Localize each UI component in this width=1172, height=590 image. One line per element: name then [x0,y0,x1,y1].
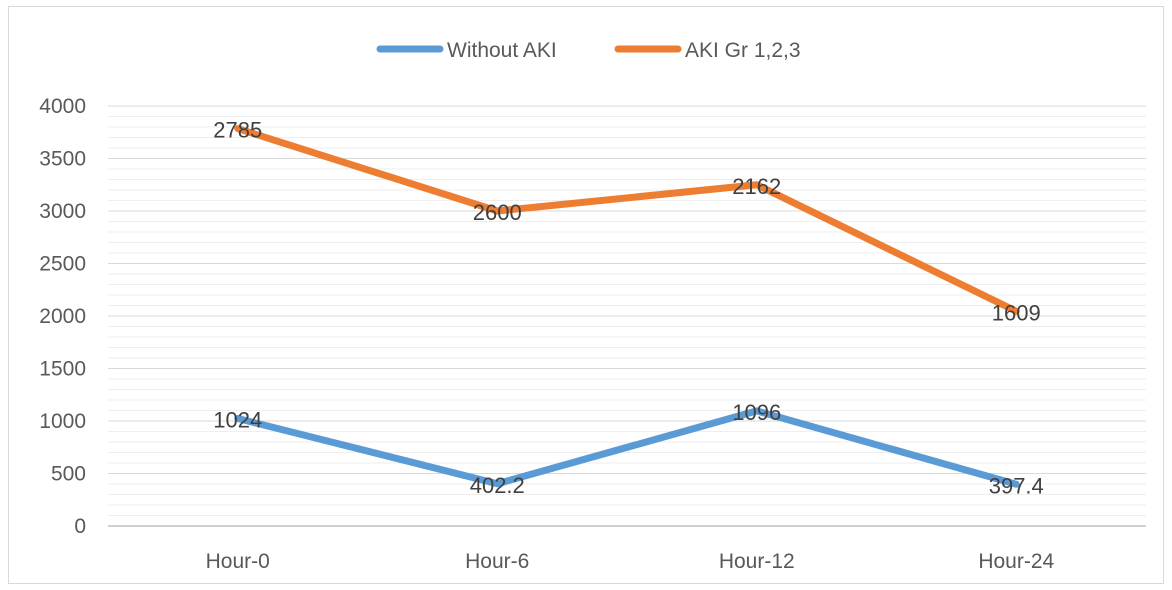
data-label: 402.2 [470,473,525,498]
x-axis: Hour-0 Hour-6 Hour-12 Hour-24 [206,550,1055,573]
y-tick-label: 2500 [39,253,86,276]
data-label: 397.4 [989,473,1044,498]
y-tick-label: 2000 [39,305,86,328]
y-tick-label: 500 [51,463,86,486]
x-tick-label: Hour-6 [465,550,529,573]
y-tick-label: 1000 [39,410,86,433]
data-labels: 1024 402.2 1096 397.4 2785 2600 2162 1609 [213,118,1044,499]
data-label: 2600 [473,200,522,225]
series-line [234,407,1020,488]
legend: Without AKI AKI Gr 1,2,3 [376,39,801,62]
x-tick-label: Hour-24 [978,550,1054,573]
legend-label: Without AKI [447,39,557,62]
x-tick-label: Hour-0 [206,550,270,573]
data-label: 1024 [213,407,262,432]
y-tick-label: 3000 [39,200,86,223]
x-tick-label: Hour-12 [719,550,795,573]
y-tick-label: 3500 [39,148,86,171]
data-label: 1096 [732,400,781,425]
y-tick-label: 1500 [39,358,86,381]
data-label: 1609 [992,300,1041,325]
y-tick-label: 4000 [39,95,86,118]
series-line [234,125,1020,315]
y-axis: 0 500 1000 1500 2000 2500 3000 3500 4000 [39,95,86,538]
grid [108,105,1146,527]
y-tick-label: 0 [74,515,86,538]
data-label: 2785 [213,118,262,143]
data-label: 2162 [732,174,781,199]
series-layer [234,125,1020,488]
legend-label: AKI Gr 1,2,3 [685,39,801,62]
